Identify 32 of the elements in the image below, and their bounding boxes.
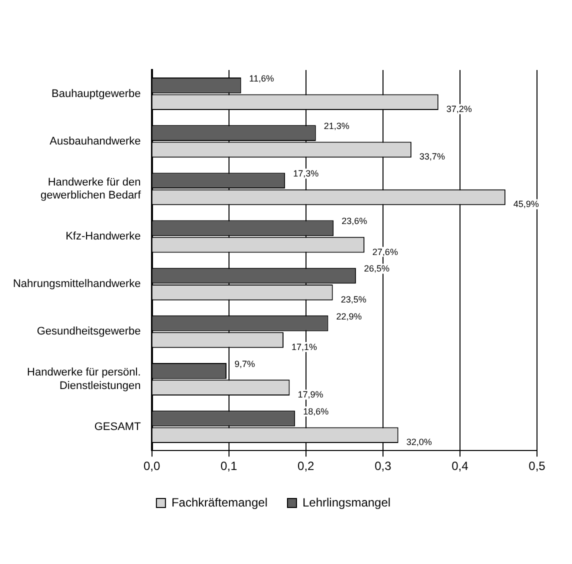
data-label: 17,1% [292, 342, 318, 352]
x-tick-label: 0,4 [452, 459, 469, 474]
data-label: 22,9% [336, 311, 362, 322]
data-label: 17,3% [293, 168, 319, 179]
data-label: 23,6% [342, 216, 368, 226]
x-tick-label: 0,0 [143, 459, 160, 474]
x-tick-label: 0,3 [374, 459, 392, 474]
data-label: 37,2% [446, 104, 472, 114]
legend-label: Fachkräftemangel [171, 495, 268, 510]
x-tick-label: 0,1 [220, 459, 238, 474]
data-label: 11,6% [249, 73, 274, 84]
y-tick-label: Nahrungsmittelhandwerke [12, 278, 141, 290]
legend-label: Lehrlingsmangel [302, 495, 391, 510]
y-tick-label: Handwerke für persönl. Dienstleistungen [27, 366, 141, 392]
data-label: 17,9% [298, 390, 324, 400]
y-tick-label: Gesundheitsgewerbe [36, 326, 141, 338]
data-label: 9,7% [234, 358, 256, 369]
data-label: 21,3% [324, 121, 350, 132]
data-label: 23,5% [340, 294, 366, 304]
data-label: 45,9% [513, 199, 539, 210]
data-label: 18,6% [303, 406, 329, 416]
y-tick-label: Handwerke für den gewerblichen Bedarf [40, 176, 142, 202]
y-tick-label: Kfz-Handwerke [66, 230, 141, 243]
x-tick-label: 0,5 [528, 459, 546, 474]
y-tick-label: Ausbauhandwerke [50, 135, 141, 148]
data-label: 27,6% [372, 246, 398, 257]
data-label: 32,0% [406, 437, 432, 448]
x-tick-label: 0,2 [298, 459, 315, 474]
data-label: 26,5% [364, 264, 390, 274]
y-tick-label: GESAMT [94, 420, 142, 433]
data-label: 33,7% [419, 152, 445, 162]
y-tick-label: Bauhauptgewerbe [51, 88, 141, 100]
